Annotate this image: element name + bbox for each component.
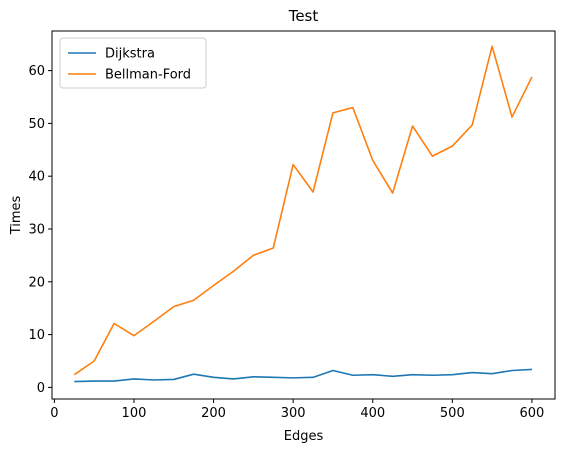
y-tick-label: 10 [28,328,45,343]
legend-label-0: Dijkstra [105,47,155,62]
x-tick-label: 300 [281,406,306,421]
chart-title: Test [288,7,319,25]
legend-label-1: Bellman-Ford [105,68,191,83]
y-tick-label: 20 [28,275,45,290]
legend-box [59,37,207,89]
y-tick-label: 40 [28,170,45,185]
y-tick-label: 50 [28,117,45,132]
x-tick-label: 500 [440,406,465,421]
y-tick-label: 60 [28,64,45,79]
x-tick-label: 100 [122,406,147,421]
y-tick-label: 30 [28,222,45,237]
x-tick-label: 200 [201,406,226,421]
series-line-0 [74,368,532,383]
x-tick-label: 600 [520,406,545,421]
x-tick-label: 400 [360,406,385,421]
series-line-1 [73,45,533,376]
legend: Dijkstra Bellman-Ford [59,37,207,89]
y-tick-label: 0 [37,381,45,396]
plot-area: 0 100 200 300 400 500 600 0 10 20 30 40 50 60 [28,30,556,421]
y-axis-label: Times [9,195,24,235]
axes-frame [51,30,556,400]
x-axis-label: Edges [284,429,324,444]
x-tick-label: 0 [50,406,58,421]
